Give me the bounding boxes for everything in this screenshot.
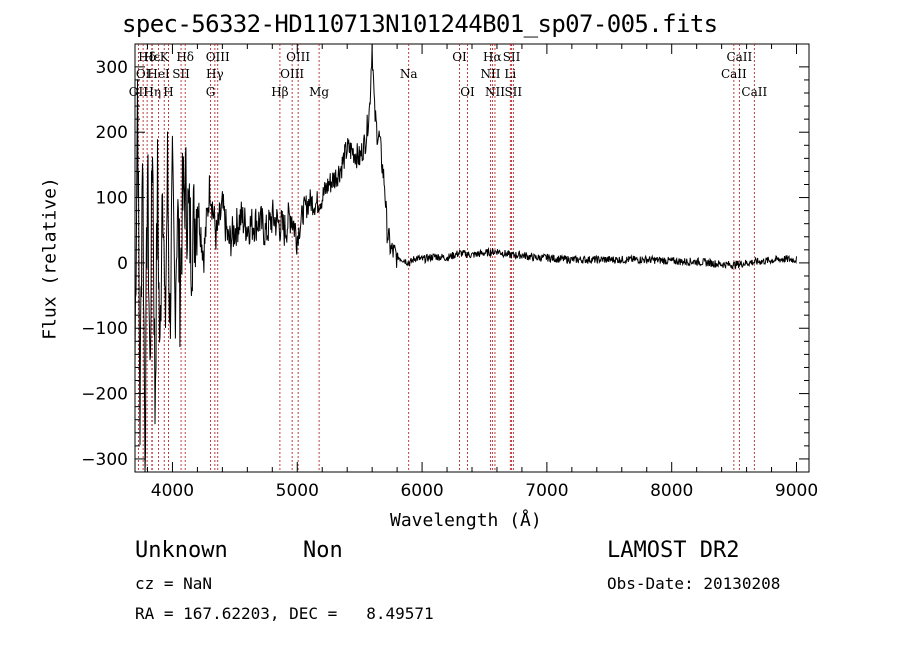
emission-line-label: K <box>160 50 170 64</box>
x-tick-label: 7000 <box>525 481 568 501</box>
emission-line-label: Hδ <box>138 50 156 64</box>
observation-date: Obs-Date: 20130208 <box>607 574 781 593</box>
emission-line-label: OI <box>136 67 151 81</box>
emission-line-label: Li <box>504 67 516 81</box>
x-axis-ticks: 4000 5000 6000 7000 8000 9000 <box>146 44 818 501</box>
emission-line-label: HeI <box>147 67 170 81</box>
redshift-cz: cz = NaN <box>135 574 213 593</box>
emission-line-label: Hδ <box>176 50 194 64</box>
y-tick-label: −100 <box>81 319 128 339</box>
x-tick-label: 5000 <box>276 481 319 501</box>
x-tick-label: 6000 <box>400 481 443 501</box>
emission-line-label: Hβ <box>271 85 288 99</box>
emission-line-label: Hε <box>144 50 161 64</box>
emission-line-label: OII <box>129 85 149 99</box>
y-tick-label: 200 <box>96 123 128 143</box>
y-tick-label: −300 <box>81 450 128 470</box>
emission-line-label: NII <box>485 85 505 99</box>
y-tick-label: 100 <box>96 189 128 209</box>
y-tick-label: −200 <box>81 385 128 405</box>
emission-line-label: SII <box>504 85 522 99</box>
emission-line-label: H <box>163 85 173 99</box>
emission-line-label: Na <box>400 67 418 81</box>
emission-line-label: Mg <box>309 85 329 99</box>
spectral-class: Unknown <box>135 538 228 563</box>
plot-frame <box>134 43 810 473</box>
spectrum-line <box>134 44 797 473</box>
emission-line-label: CaII <box>726 50 752 64</box>
emission-line-label: OIII <box>280 67 304 81</box>
y-axis-label: Flux (relative) <box>39 177 61 340</box>
survey-name: LAMOST DR2 <box>607 538 740 563</box>
emission-line-label: SII <box>172 67 190 81</box>
x-tick-label: 9000 <box>775 481 818 501</box>
emission-line-label: CaII <box>721 67 747 81</box>
x-axis-label: Wavelength (Å) <box>390 510 542 531</box>
spectral-subclass: Non <box>303 538 343 563</box>
emission-line-label: G <box>206 85 216 99</box>
y-tick-label: 0 <box>117 254 128 274</box>
emission-line-label: CaII <box>741 85 767 99</box>
emission-line-label: Hη <box>143 85 161 99</box>
emission-line-label: NII <box>480 67 500 81</box>
emission-line-label: OI <box>460 85 475 99</box>
y-axis-ticks: −300 −200 −100 0 100 200 300 <box>81 58 809 470</box>
emission-line-label: Hγ <box>206 67 224 81</box>
x-tick-label: 4000 <box>151 481 194 501</box>
emission-line-label: OIII <box>206 50 230 64</box>
x-tick-label: 8000 <box>650 481 693 501</box>
y-tick-label: 300 <box>96 58 128 78</box>
emission-line-label: OI <box>452 50 467 64</box>
emission-line-label: SII <box>503 50 521 64</box>
ra-dec: RA = 167.62203, DEC = 8.49571 <box>135 604 434 623</box>
emission-line-label: Hα <box>483 50 502 64</box>
emission-line-label: OIII <box>286 50 310 64</box>
chart-title: spec-56332-HD110713N101244B01_sp07-005.f… <box>122 10 718 38</box>
